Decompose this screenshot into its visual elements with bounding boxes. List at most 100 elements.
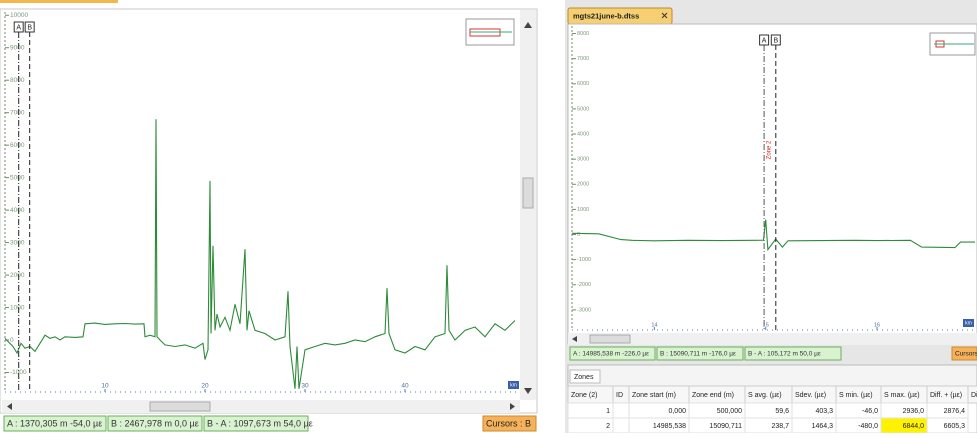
y-tick-label: -1000 xyxy=(577,257,591,263)
header-text: S avg. (µε) xyxy=(748,392,782,399)
scroll-left[interactable] xyxy=(7,403,12,410)
h-scrollbar[interactable] xyxy=(2,400,520,413)
header-text: S max. (µε) xyxy=(884,392,920,399)
zones-tab[interactable] xyxy=(569,369,601,384)
x-unit-badge xyxy=(963,319,974,327)
cell-text: 0,000 xyxy=(668,408,686,415)
x-tick-label: 20 xyxy=(201,383,209,390)
table-cell xyxy=(612,402,630,419)
status-box xyxy=(656,346,744,361)
header-text: S min. (µε) xyxy=(839,392,873,399)
v-scroll-thumb[interactable] xyxy=(522,177,534,209)
y-tick-label: 6000 xyxy=(10,142,25,149)
cursor-label: B xyxy=(27,24,32,31)
y-tick-label: -1000 xyxy=(10,369,27,376)
cell-text: 2 xyxy=(606,423,610,430)
cursor-badge xyxy=(770,34,781,46)
y-tick-label: 9000 xyxy=(10,44,25,51)
cursor-mode-box[interactable] xyxy=(482,415,537,432)
data-line xyxy=(571,219,975,252)
status-box xyxy=(107,415,203,432)
cell-text: -480,0 xyxy=(858,423,878,430)
cursor-label: A xyxy=(16,24,21,31)
active-tab-strip xyxy=(0,0,118,3)
cell-text: 14985,538 xyxy=(653,423,686,430)
y-tick-label: 0 xyxy=(577,232,580,238)
cell-text: 1 xyxy=(606,408,610,415)
cursor-mode-box[interactable] xyxy=(951,346,977,361)
cell-text: 59,6 xyxy=(775,408,789,415)
status-box xyxy=(3,415,107,432)
cursor-badge xyxy=(24,21,35,33)
right-chart-area xyxy=(567,23,977,345)
h-scroll-thumb[interactable] xyxy=(149,401,211,412)
cell-text: 238,7 xyxy=(771,423,789,430)
status-text: A : 14985,538 m -226,0 µε xyxy=(573,351,649,358)
h-scroll-thumb[interactable] xyxy=(589,334,631,344)
y-tick-label: 6000 xyxy=(577,81,589,87)
cursor-mode: Cursors xyxy=(955,351,977,358)
y-tick-label: 0 xyxy=(10,337,14,344)
y-tick-label: 7000 xyxy=(577,56,589,62)
x-tick-label: 16 xyxy=(874,322,880,328)
data-line xyxy=(4,119,516,389)
y-tick-label: -3000 xyxy=(577,307,591,313)
header-cell xyxy=(967,385,977,404)
y-tick-label: 5000 xyxy=(10,174,25,181)
y-tick-label: 1000 xyxy=(10,304,25,311)
status-text: B : 2467,978 m 0,0 µε xyxy=(111,418,199,428)
y-tick-label: -2000 xyxy=(577,282,591,288)
x-unit: km xyxy=(510,382,517,388)
scroll-down[interactable] xyxy=(524,388,532,394)
y-tick-label: 4000 xyxy=(577,131,589,137)
x-tick-label: 10 xyxy=(101,383,109,390)
zone-label: Zone 2 xyxy=(767,140,773,159)
cursor-mode: Cursors : B xyxy=(486,418,531,428)
cursor-badge xyxy=(759,34,770,46)
y-tick-label: 1000 xyxy=(577,207,589,213)
y-tick-label: 4000 xyxy=(10,207,25,214)
left-panel xyxy=(0,0,545,433)
status-text: B - A : 1097,673 m 54,0 µε xyxy=(207,418,313,428)
x-unit: km xyxy=(965,320,972,326)
header-text: Zone end (m) xyxy=(692,392,734,399)
cell-text: 15090,711 xyxy=(709,423,742,430)
y-tick-label: 10000 xyxy=(10,12,28,19)
y-tick-label: 7000 xyxy=(10,109,25,116)
cell-text: 403,3 xyxy=(815,408,833,415)
cursor-badge xyxy=(13,21,24,33)
cell-text: 6844,0 xyxy=(903,423,925,430)
header-text: Zone (2) xyxy=(571,392,597,399)
header-text: Sdev. (µε) xyxy=(795,392,826,399)
cursor-label: A xyxy=(762,37,767,44)
cell-text: 500,000 xyxy=(717,408,742,415)
header-text: Di xyxy=(971,392,977,399)
status-box xyxy=(569,346,656,361)
cell-text: 1464,3 xyxy=(812,423,834,430)
cell-text: -46,0 xyxy=(862,408,878,415)
zones-tab-label: Zones xyxy=(574,374,594,381)
tab-close[interactable] xyxy=(661,12,668,19)
scroll-left[interactable] xyxy=(572,336,577,342)
scroll-right[interactable] xyxy=(510,403,515,410)
status-text: B - A : 105,172 m 50,0 µε xyxy=(748,351,821,358)
header-text: Zone start (m) xyxy=(632,392,676,399)
status-box xyxy=(744,346,842,361)
y-tick-label: 3000 xyxy=(10,239,25,246)
cursor-label: B xyxy=(773,37,778,44)
cell-text: 2936,0 xyxy=(903,408,925,415)
cell-text: 2876,4 xyxy=(944,408,966,415)
y-tick-label: 2000 xyxy=(577,182,589,188)
x-tick-label: 14 xyxy=(651,322,657,328)
scroll-up[interactable] xyxy=(524,22,532,28)
x-tick-label: 40 xyxy=(401,383,409,390)
y-tick-label: 8000 xyxy=(577,31,589,37)
x-tick-label: 15 xyxy=(763,322,769,328)
status-box xyxy=(203,415,309,432)
status-text: A : 1370,305 m -54,0 µε xyxy=(7,418,102,428)
cell-text: 6605,3 xyxy=(944,423,966,430)
h-scrollbar[interactable] xyxy=(568,333,977,345)
header-text: Diff. + (µε) xyxy=(930,392,962,399)
y-tick-label: 5000 xyxy=(577,106,589,112)
